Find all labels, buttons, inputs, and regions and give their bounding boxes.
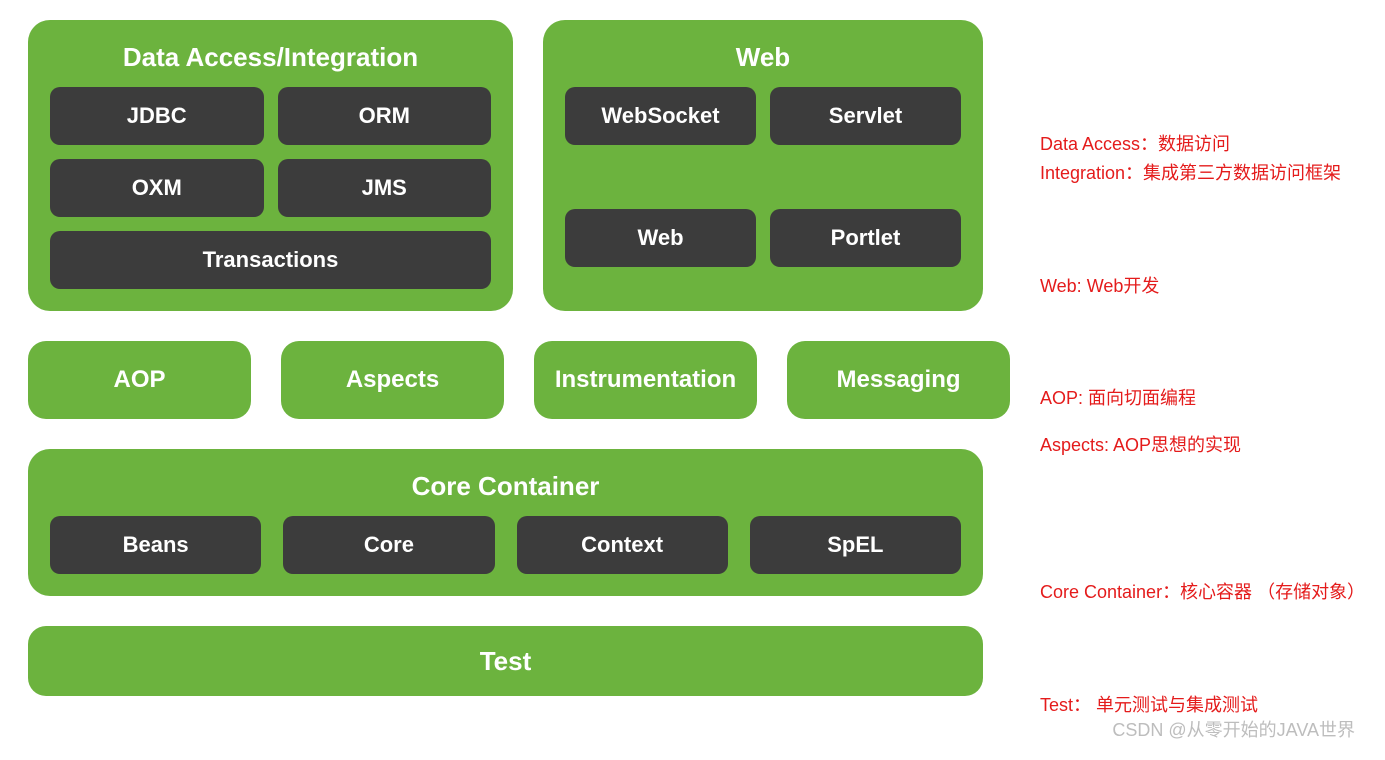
data-access-panel: Data Access/Integration JDBC ORM OXM JMS… — [28, 20, 513, 311]
core-box: Core — [283, 516, 494, 574]
annotation-core-line: Core Container：核心容器 （存储对象） — [1040, 578, 1375, 607]
mid-row: AOP Aspects Instrumentation Messaging — [28, 341, 1010, 419]
portlet-box: Portlet — [770, 209, 961, 267]
annotation-aop-line: AOP: 面向切面编程 — [1040, 384, 1375, 413]
web-box: Web — [565, 209, 756, 267]
data-access-title: Data Access/Integration — [50, 34, 491, 87]
main-container: Data Access/Integration JDBC ORM OXM JMS… — [0, 0, 1385, 760]
jms-box: JMS — [278, 159, 492, 217]
spel-box: SpEL — [750, 516, 961, 574]
context-box: Context — [517, 516, 728, 574]
annotation-aspects-line: Aspects: AOP思想的实现 — [1040, 431, 1375, 460]
instrumentation-box: Instrumentation — [534, 341, 757, 419]
aspects-box: Aspects — [281, 341, 504, 419]
test-box: Test — [28, 626, 983, 696]
web-grid: WebSocket Servlet Web Portlet — [565, 87, 961, 267]
annotations-area: Data Access：数据访问 Integration：集成第三方数据访问框架… — [1010, 0, 1385, 760]
spacer — [1040, 488, 1375, 578]
annotation-data-access: Data Access：数据访问 Integration：集成第三方数据访问框架 — [1040, 130, 1375, 188]
diagram-area: Data Access/Integration JDBC ORM OXM JMS… — [0, 0, 1010, 760]
core-grid: Beans Core Context SpEL — [50, 516, 961, 574]
annotation-da1: Data Access：数据访问 — [1040, 130, 1375, 159]
core-panel: Core Container Beans Core Context SpEL — [28, 449, 983, 596]
spacer — [1040, 328, 1375, 384]
orm-box: ORM — [278, 87, 492, 145]
annotation-web: Web: Web开发 — [1040, 272, 1375, 301]
messaging-box: Messaging — [787, 341, 1010, 419]
beans-box: Beans — [50, 516, 261, 574]
annotation-core: Core Container：核心容器 （存储对象） — [1040, 578, 1375, 607]
annotation-web-line: Web: Web开发 — [1040, 272, 1375, 301]
transactions-box: Transactions — [50, 231, 491, 289]
spacer — [1040, 635, 1375, 691]
websocket-box: WebSocket — [565, 87, 756, 145]
web-title: Web — [565, 34, 961, 87]
oxm-box: OXM — [50, 159, 264, 217]
data-access-grid: JDBC ORM OXM JMS Transactions — [50, 87, 491, 289]
spacer — [1040, 216, 1375, 272]
servlet-box: Servlet — [770, 87, 961, 145]
annotation-aop: AOP: 面向切面编程 Aspects: AOP思想的实现 — [1040, 384, 1375, 460]
aop-box: AOP — [28, 341, 251, 419]
jdbc-box: JDBC — [50, 87, 264, 145]
top-row: Data Access/Integration JDBC ORM OXM JMS… — [28, 20, 1010, 311]
core-title: Core Container — [50, 463, 961, 516]
watermark: CSDN @从零开始的JAVA世界 — [1112, 716, 1355, 742]
web-panel: Web WebSocket Servlet Web Portlet — [543, 20, 983, 311]
annotation-da2: Integration：集成第三方数据访问框架 — [1040, 159, 1375, 188]
